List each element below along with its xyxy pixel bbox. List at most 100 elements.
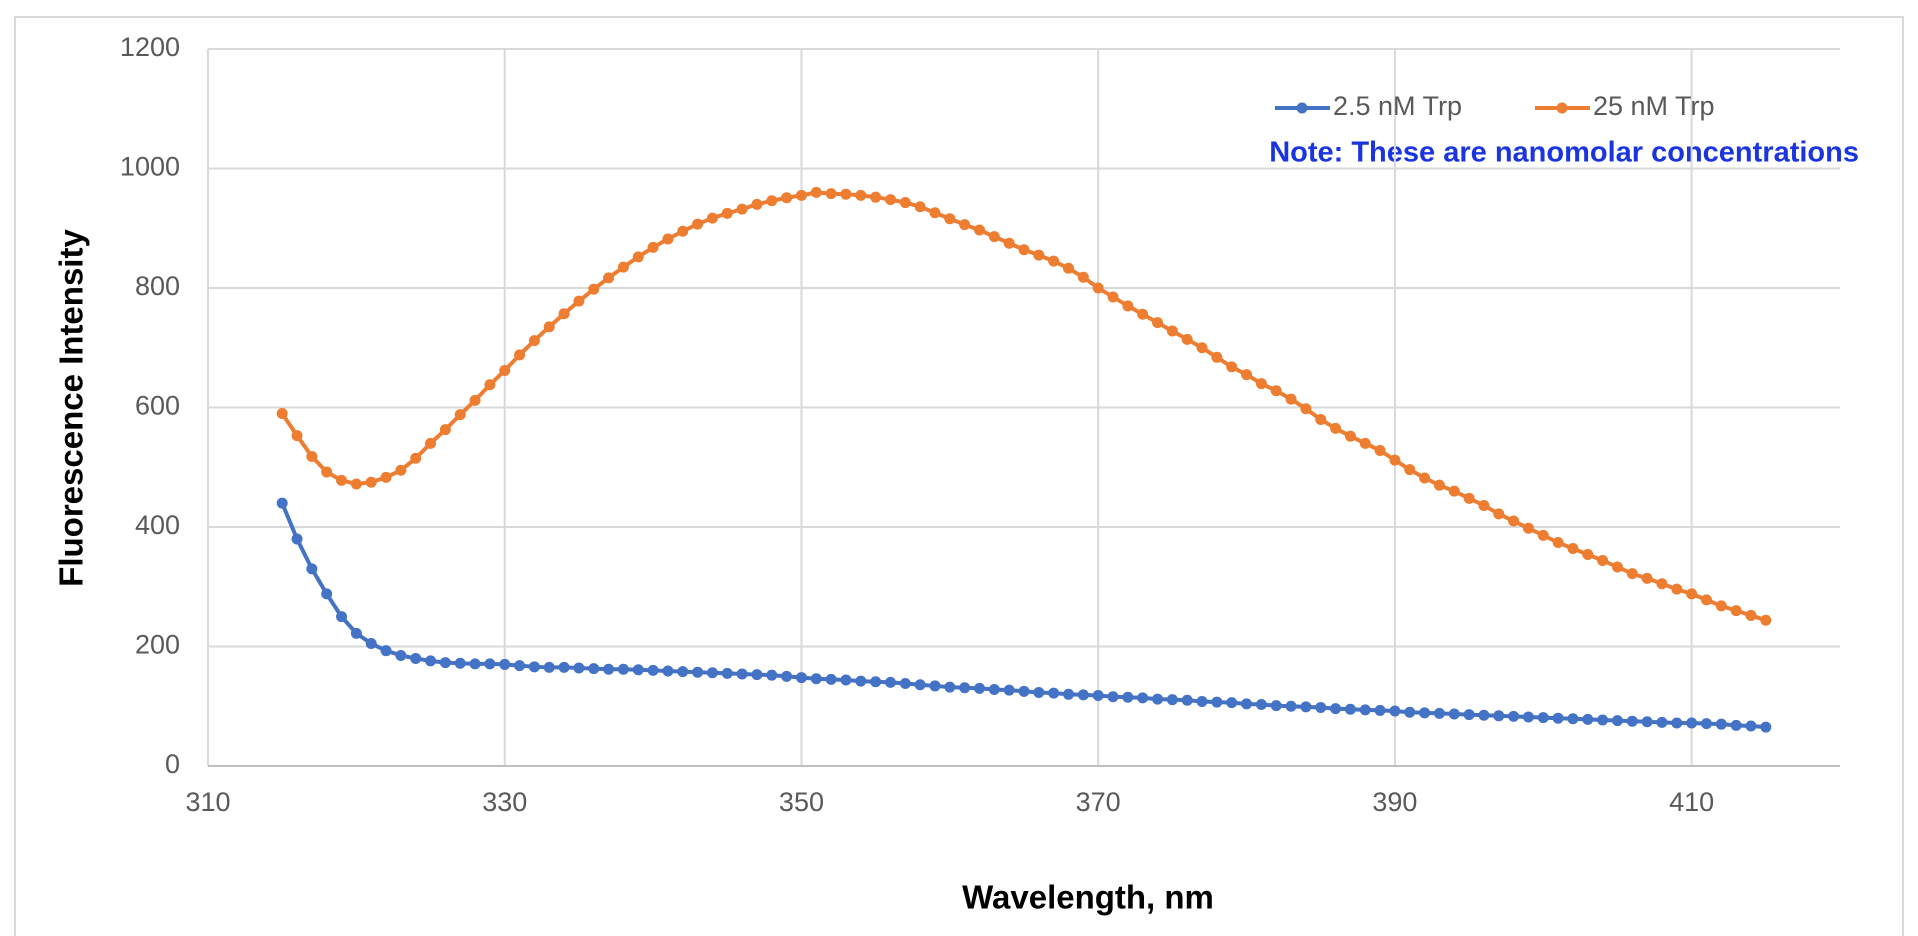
y-tick-label: 400 <box>135 510 180 540</box>
data-point <box>1063 688 1075 700</box>
data-point <box>766 195 778 207</box>
data-point <box>1700 594 1712 606</box>
x-tick-label: 350 <box>779 787 824 817</box>
data-point <box>1508 515 1520 527</box>
data-point <box>439 424 451 436</box>
data-point <box>1404 706 1416 718</box>
data-point <box>1270 385 1282 397</box>
x-tick-label: 310 <box>185 787 230 817</box>
data-point <box>662 233 674 245</box>
data-point <box>1137 308 1149 320</box>
data-point <box>276 497 288 509</box>
data-point <box>321 466 333 478</box>
data-point <box>899 197 911 209</box>
data-point <box>1433 707 1445 719</box>
y-tick-label: 1000 <box>120 152 180 182</box>
data-point <box>1567 543 1579 555</box>
data-point <box>1448 708 1460 720</box>
data-point <box>350 478 362 490</box>
data-point <box>810 673 822 685</box>
data-point <box>1152 317 1164 329</box>
chart-frame <box>14 16 1904 936</box>
data-point <box>973 224 985 236</box>
data-point <box>1226 361 1238 373</box>
data-point <box>1582 548 1594 560</box>
data-point <box>1285 393 1297 405</box>
data-point <box>1107 291 1119 303</box>
data-point <box>1419 472 1431 484</box>
data-point <box>1359 437 1371 449</box>
data-point <box>1315 413 1327 425</box>
y-tick-label: 200 <box>135 630 180 660</box>
data-point <box>736 203 748 215</box>
data-point <box>1344 703 1356 715</box>
data-point <box>751 198 763 210</box>
data-point <box>1641 716 1653 728</box>
data-point <box>1522 711 1534 723</box>
data-point <box>1508 710 1520 722</box>
data-point <box>1626 568 1638 580</box>
data-point <box>1033 687 1045 699</box>
data-point <box>1493 710 1505 722</box>
data-point <box>291 533 303 545</box>
data-point <box>1686 717 1698 729</box>
data-point <box>692 666 704 678</box>
data-point <box>410 452 422 464</box>
data-point <box>1537 529 1549 541</box>
data-point <box>632 664 644 676</box>
data-point <box>1122 691 1134 703</box>
data-point <box>677 225 689 237</box>
data-point <box>1597 714 1609 726</box>
data-point <box>543 661 555 673</box>
data-point <box>1211 351 1223 363</box>
data-point <box>1330 703 1342 715</box>
data-point <box>1033 249 1045 261</box>
data-point <box>558 308 570 320</box>
data-point <box>1463 492 1475 504</box>
data-point <box>944 681 956 693</box>
data-point <box>1478 499 1490 511</box>
data-point <box>1344 430 1356 442</box>
data-point <box>1048 687 1060 699</box>
data-point <box>588 663 600 675</box>
data-point <box>1671 583 1683 595</box>
data-point <box>810 186 822 198</box>
data-point <box>1003 237 1015 249</box>
data-point <box>1597 554 1609 566</box>
data-point <box>1730 719 1742 731</box>
data-point <box>944 213 956 225</box>
data-point <box>1760 721 1772 733</box>
data-point <box>1656 578 1668 590</box>
data-point <box>988 684 1000 696</box>
data-point <box>1003 684 1015 696</box>
data-point <box>365 638 377 650</box>
data-point <box>425 437 437 449</box>
x-axis-title: Wavelength, nm <box>962 879 1214 916</box>
data-point <box>1241 369 1253 381</box>
data-point <box>988 231 1000 243</box>
data-point <box>1463 709 1475 721</box>
data-point <box>1166 694 1178 706</box>
data-point <box>751 669 763 681</box>
data-point <box>528 335 540 347</box>
data-point <box>1226 697 1238 709</box>
data-point <box>662 665 674 677</box>
data-point <box>306 563 318 575</box>
data-point <box>514 349 526 361</box>
data-point <box>1567 713 1579 725</box>
data-point <box>588 283 600 295</box>
data-point <box>528 661 540 673</box>
data-point <box>959 219 971 231</box>
data-point <box>721 207 733 219</box>
data-point <box>617 261 629 273</box>
data-point <box>1448 485 1460 497</box>
data-point <box>350 627 362 639</box>
data-point <box>1433 479 1445 491</box>
data-point <box>1018 244 1030 256</box>
data-point <box>1122 300 1134 312</box>
data-point <box>1077 271 1089 283</box>
data-point <box>1715 600 1727 612</box>
data-point <box>1330 422 1342 434</box>
data-point <box>603 663 615 675</box>
data-point <box>1285 700 1297 712</box>
